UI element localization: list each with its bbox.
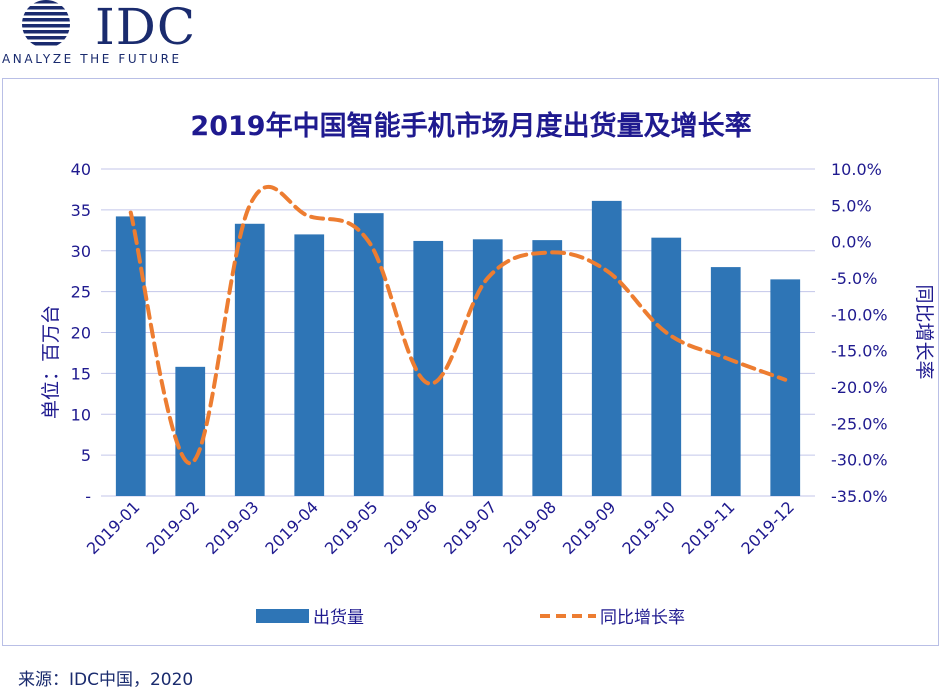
y2-tick-label: -5.0% xyxy=(831,269,877,288)
y2-axis-label: 同比增长率 xyxy=(913,284,935,379)
y2-tick-label: 0.0% xyxy=(831,233,872,252)
bar xyxy=(770,279,801,496)
y2-axis-ticks: -35.0% -30.0% -25.0% -20.0% -15.0% -10.0% -5.0… xyxy=(831,160,888,506)
x-tick-label: 2019-07 xyxy=(440,497,501,558)
bar xyxy=(413,240,444,496)
bar xyxy=(651,237,682,497)
y-tick-label: 25 xyxy=(71,283,91,302)
logo-wordmark: IDC xyxy=(95,0,197,56)
idc-logo: IDC ANALYZE THE FUTURE xyxy=(0,0,220,72)
bar xyxy=(591,200,622,496)
y2-tick-label: -30.0% xyxy=(831,451,888,470)
x-tick-label: 2019-02 xyxy=(142,497,203,558)
bar xyxy=(353,213,384,496)
bar xyxy=(294,234,325,496)
y-tick-label: 10 xyxy=(71,405,91,424)
source-note: 来源：IDC中国，2020 xyxy=(18,670,194,690)
y-tick-label: 5 xyxy=(81,446,91,465)
y-tick-label: 30 xyxy=(71,242,91,261)
logo-tagline: ANALYZE THE FUTURE xyxy=(2,52,182,66)
y-axis-ticks: - 5 10 15 20 25 30 35 40 xyxy=(71,160,91,506)
chart-title: 2019年中国智能手机市场月度出货量及增长率 xyxy=(190,110,751,142)
bar xyxy=(175,366,206,496)
globe-icon xyxy=(22,0,70,46)
y-tick-label: - xyxy=(85,487,91,506)
y2-tick-label: -20.0% xyxy=(831,378,888,397)
bar xyxy=(532,240,563,496)
x-tick-label: 2019-01 xyxy=(83,497,144,558)
legend-bar-label: 出货量 xyxy=(313,608,364,628)
x-tick-label: 2019-06 xyxy=(380,497,441,558)
legend: 出货量 同比增长率 xyxy=(256,608,685,628)
x-tick-label: 2019-05 xyxy=(321,497,382,558)
bar xyxy=(710,267,741,496)
y2-tick-label: 10.0% xyxy=(831,160,882,179)
legend-line-label: 同比增长率 xyxy=(600,608,685,628)
growth-line-path xyxy=(128,184,788,466)
x-tick-label: 2019-11 xyxy=(678,497,739,558)
y2-tick-label: -15.0% xyxy=(831,342,888,361)
x-axis-ticks: 2019-012019-022019-032019-042019-052019-… xyxy=(83,497,798,558)
y-tick-label: 35 xyxy=(71,201,91,220)
legend-bar-swatch xyxy=(256,609,309,623)
bar xyxy=(234,223,265,496)
x-tick-label: 2019-09 xyxy=(559,497,620,558)
x-tick-label: 2019-04 xyxy=(261,497,322,558)
y-tick-label: 15 xyxy=(71,364,91,383)
x-tick-label: 2019-12 xyxy=(737,497,798,558)
x-tick-label: 2019-10 xyxy=(618,497,679,558)
y2-tick-label: 5.0% xyxy=(831,196,872,215)
y-tick-label: 20 xyxy=(71,324,91,343)
y2-tick-label: -35.0% xyxy=(831,487,888,506)
bar xyxy=(472,239,503,496)
bars xyxy=(115,200,801,497)
y-tick-label: 40 xyxy=(71,160,91,179)
chart-frame xyxy=(2,78,939,646)
y2-tick-label: -10.0% xyxy=(831,305,888,324)
gridlines xyxy=(101,168,815,497)
x-tick-label: 2019-08 xyxy=(499,497,560,558)
growth-line xyxy=(128,184,788,466)
x-tick-label: 2019-03 xyxy=(202,497,263,558)
y-axis-label: 单位：百万台 xyxy=(40,305,62,419)
y2-tick-label: -25.0% xyxy=(831,414,888,433)
